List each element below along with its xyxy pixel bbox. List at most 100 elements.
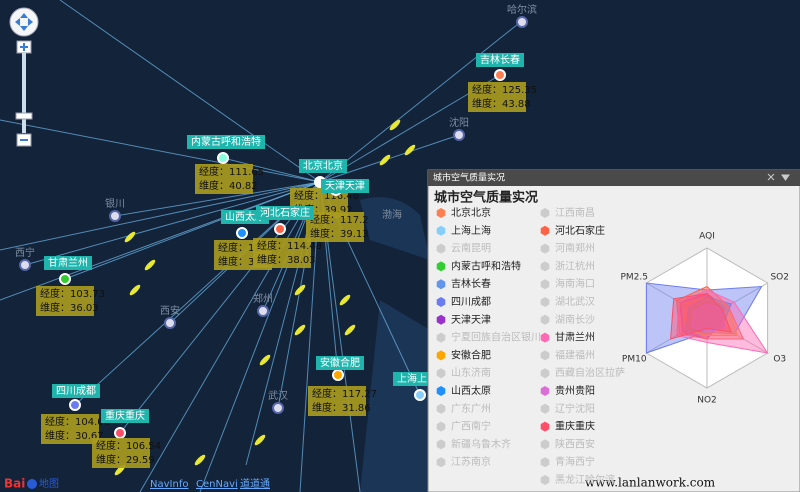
legend-label[interactable]: 青海西宁 (555, 455, 595, 468)
coord-value: 39.92 (324, 205, 353, 216)
legend-icon[interactable] (540, 243, 550, 254)
footer-link[interactable]: NavInfo (150, 479, 188, 490)
legend-icon[interactable] (436, 225, 446, 236)
place-marker[interactable] (453, 129, 465, 141)
city-marker[interactable] (332, 369, 344, 381)
panel-controls[interactable] (767, 173, 790, 181)
legend-label[interactable]: 贵州贵阳 (555, 384, 595, 397)
city-marker[interactable] (236, 227, 248, 239)
legend-label[interactable]: 福建福州 (555, 348, 595, 361)
place-marker[interactable] (109, 210, 121, 222)
legend-label[interactable]: 浙江杭州 (555, 259, 595, 272)
legend-icon[interactable] (436, 279, 446, 290)
zoom-slider[interactable] (22, 53, 26, 133)
city-label: 甘肃兰州 (48, 256, 88, 269)
legend-label[interactable]: 内蒙古呼和浩特 (451, 259, 521, 272)
legend-label[interactable]: 广东广州 (451, 402, 491, 415)
city-marker[interactable] (494, 69, 506, 81)
coord-text: 维度：43.88 (472, 97, 531, 110)
legend-icon[interactable] (436, 350, 446, 361)
legend-label[interactable]: 河南郑州 (555, 242, 595, 255)
legend-label[interactable]: 重庆重庆 (555, 420, 595, 433)
legend-icon[interactable] (540, 332, 550, 343)
legend-icon[interactable] (540, 386, 550, 396)
pan-button[interactable] (9, 7, 39, 37)
legend-icon[interactable] (436, 457, 446, 468)
legend-label[interactable]: 陕西西安 (555, 437, 595, 450)
legend-icon[interactable] (540, 421, 550, 432)
city-label-box (101, 409, 149, 423)
legend-icon[interactable] (540, 314, 550, 325)
legend-icon[interactable] (436, 439, 446, 450)
place-marker[interactable] (19, 259, 31, 271)
legend-label[interactable]: 河北石家庄 (555, 224, 605, 237)
place-marker[interactable] (164, 317, 176, 329)
legend-label[interactable]: 新疆乌鲁木齐 (451, 437, 511, 450)
legend-icon[interactable] (436, 421, 446, 432)
legend-icon[interactable] (436, 261, 446, 272)
coord-value: 104.06 (75, 417, 110, 428)
legend-label[interactable]: 黑龙江哈尔滨 (555, 473, 615, 486)
city-label: 四川成都 (56, 385, 96, 397)
legend-label[interactable]: 湖北武汉 (555, 295, 595, 308)
legend-icon[interactable] (540, 279, 550, 290)
zoom-handle[interactable] (15, 112, 33, 120)
legend-icon[interactable] (540, 261, 550, 272)
place-marker[interactable] (257, 305, 269, 317)
legend-label[interactable]: 宁夏回族自治区银川 (451, 331, 541, 344)
legend-label[interactable]: 天津天津 (451, 314, 491, 326)
legend-icon[interactable] (436, 314, 446, 325)
place-label: 武汉 (268, 389, 288, 402)
legend-icon[interactable] (540, 225, 550, 236)
footer-link[interactable]: 道道通 (240, 477, 270, 490)
legend-label[interactable]: 山西太原 (451, 384, 491, 397)
legend-label[interactable]: 北京北京 (451, 206, 491, 219)
flow-line (0, 119, 321, 183)
legend-label[interactable]: 上海上海 (451, 224, 491, 237)
legend-label[interactable]: 辽宁沈阳 (555, 402, 595, 415)
legend-icon[interactable] (540, 350, 550, 361)
coord-key: 经度： (199, 165, 229, 178)
city-marker[interactable] (274, 223, 286, 235)
city-marker[interactable] (114, 427, 126, 439)
place-marker[interactable] (516, 16, 528, 28)
legend-label[interactable]: 山东济南 (451, 366, 491, 379)
city-label: 北京北京 (303, 159, 343, 172)
legend-icon[interactable] (436, 386, 446, 396)
coord-key: 维度： (257, 253, 287, 266)
legend-icon[interactable] (436, 297, 446, 307)
legend-icon[interactable] (540, 368, 550, 379)
coord-value: 111.65 (229, 167, 264, 178)
city-marker[interactable] (217, 152, 229, 164)
city-marker[interactable] (59, 273, 71, 285)
legend-icon[interactable] (436, 332, 446, 343)
legend-icon[interactable] (540, 439, 550, 450)
legend-label[interactable]: 江苏南京 (451, 455, 491, 468)
legend-icon[interactable] (540, 475, 550, 485)
legend-icon[interactable] (436, 368, 446, 379)
legend-label[interactable]: 海南海口 (555, 277, 595, 290)
city-marker[interactable] (414, 389, 426, 401)
legend-icon[interactable] (540, 457, 550, 468)
city-marker[interactable] (69, 399, 81, 411)
legend-icon[interactable] (540, 208, 550, 218)
place-marker[interactable] (272, 402, 284, 414)
legend-icon[interactable] (540, 403, 550, 414)
footer-link[interactable]: CenNavi (196, 479, 238, 490)
legend-label[interactable]: 安徽合肥 (451, 348, 491, 361)
legend-label[interactable]: 吉林长春 (451, 277, 491, 290)
legend-icon[interactable] (436, 403, 446, 414)
nav-control[interactable] (9, 7, 39, 147)
legend-label[interactable]: 甘肃兰州 (555, 331, 595, 344)
legend-label[interactable]: 广西南宁 (451, 420, 491, 433)
legend-icon[interactable] (436, 243, 446, 254)
legend-label[interactable]: 云南昆明 (451, 242, 491, 255)
legend-label[interactable]: 江西南昌 (555, 206, 595, 219)
legend-label[interactable]: 四川成都 (451, 296, 491, 308)
legend-label[interactable]: 西藏自治区拉萨 (555, 366, 625, 379)
coord-popup (308, 386, 366, 416)
legend-icon[interactable] (540, 297, 550, 307)
legend-icon[interactable] (436, 208, 446, 218)
legend-label[interactable]: 湖南长沙 (555, 313, 595, 326)
